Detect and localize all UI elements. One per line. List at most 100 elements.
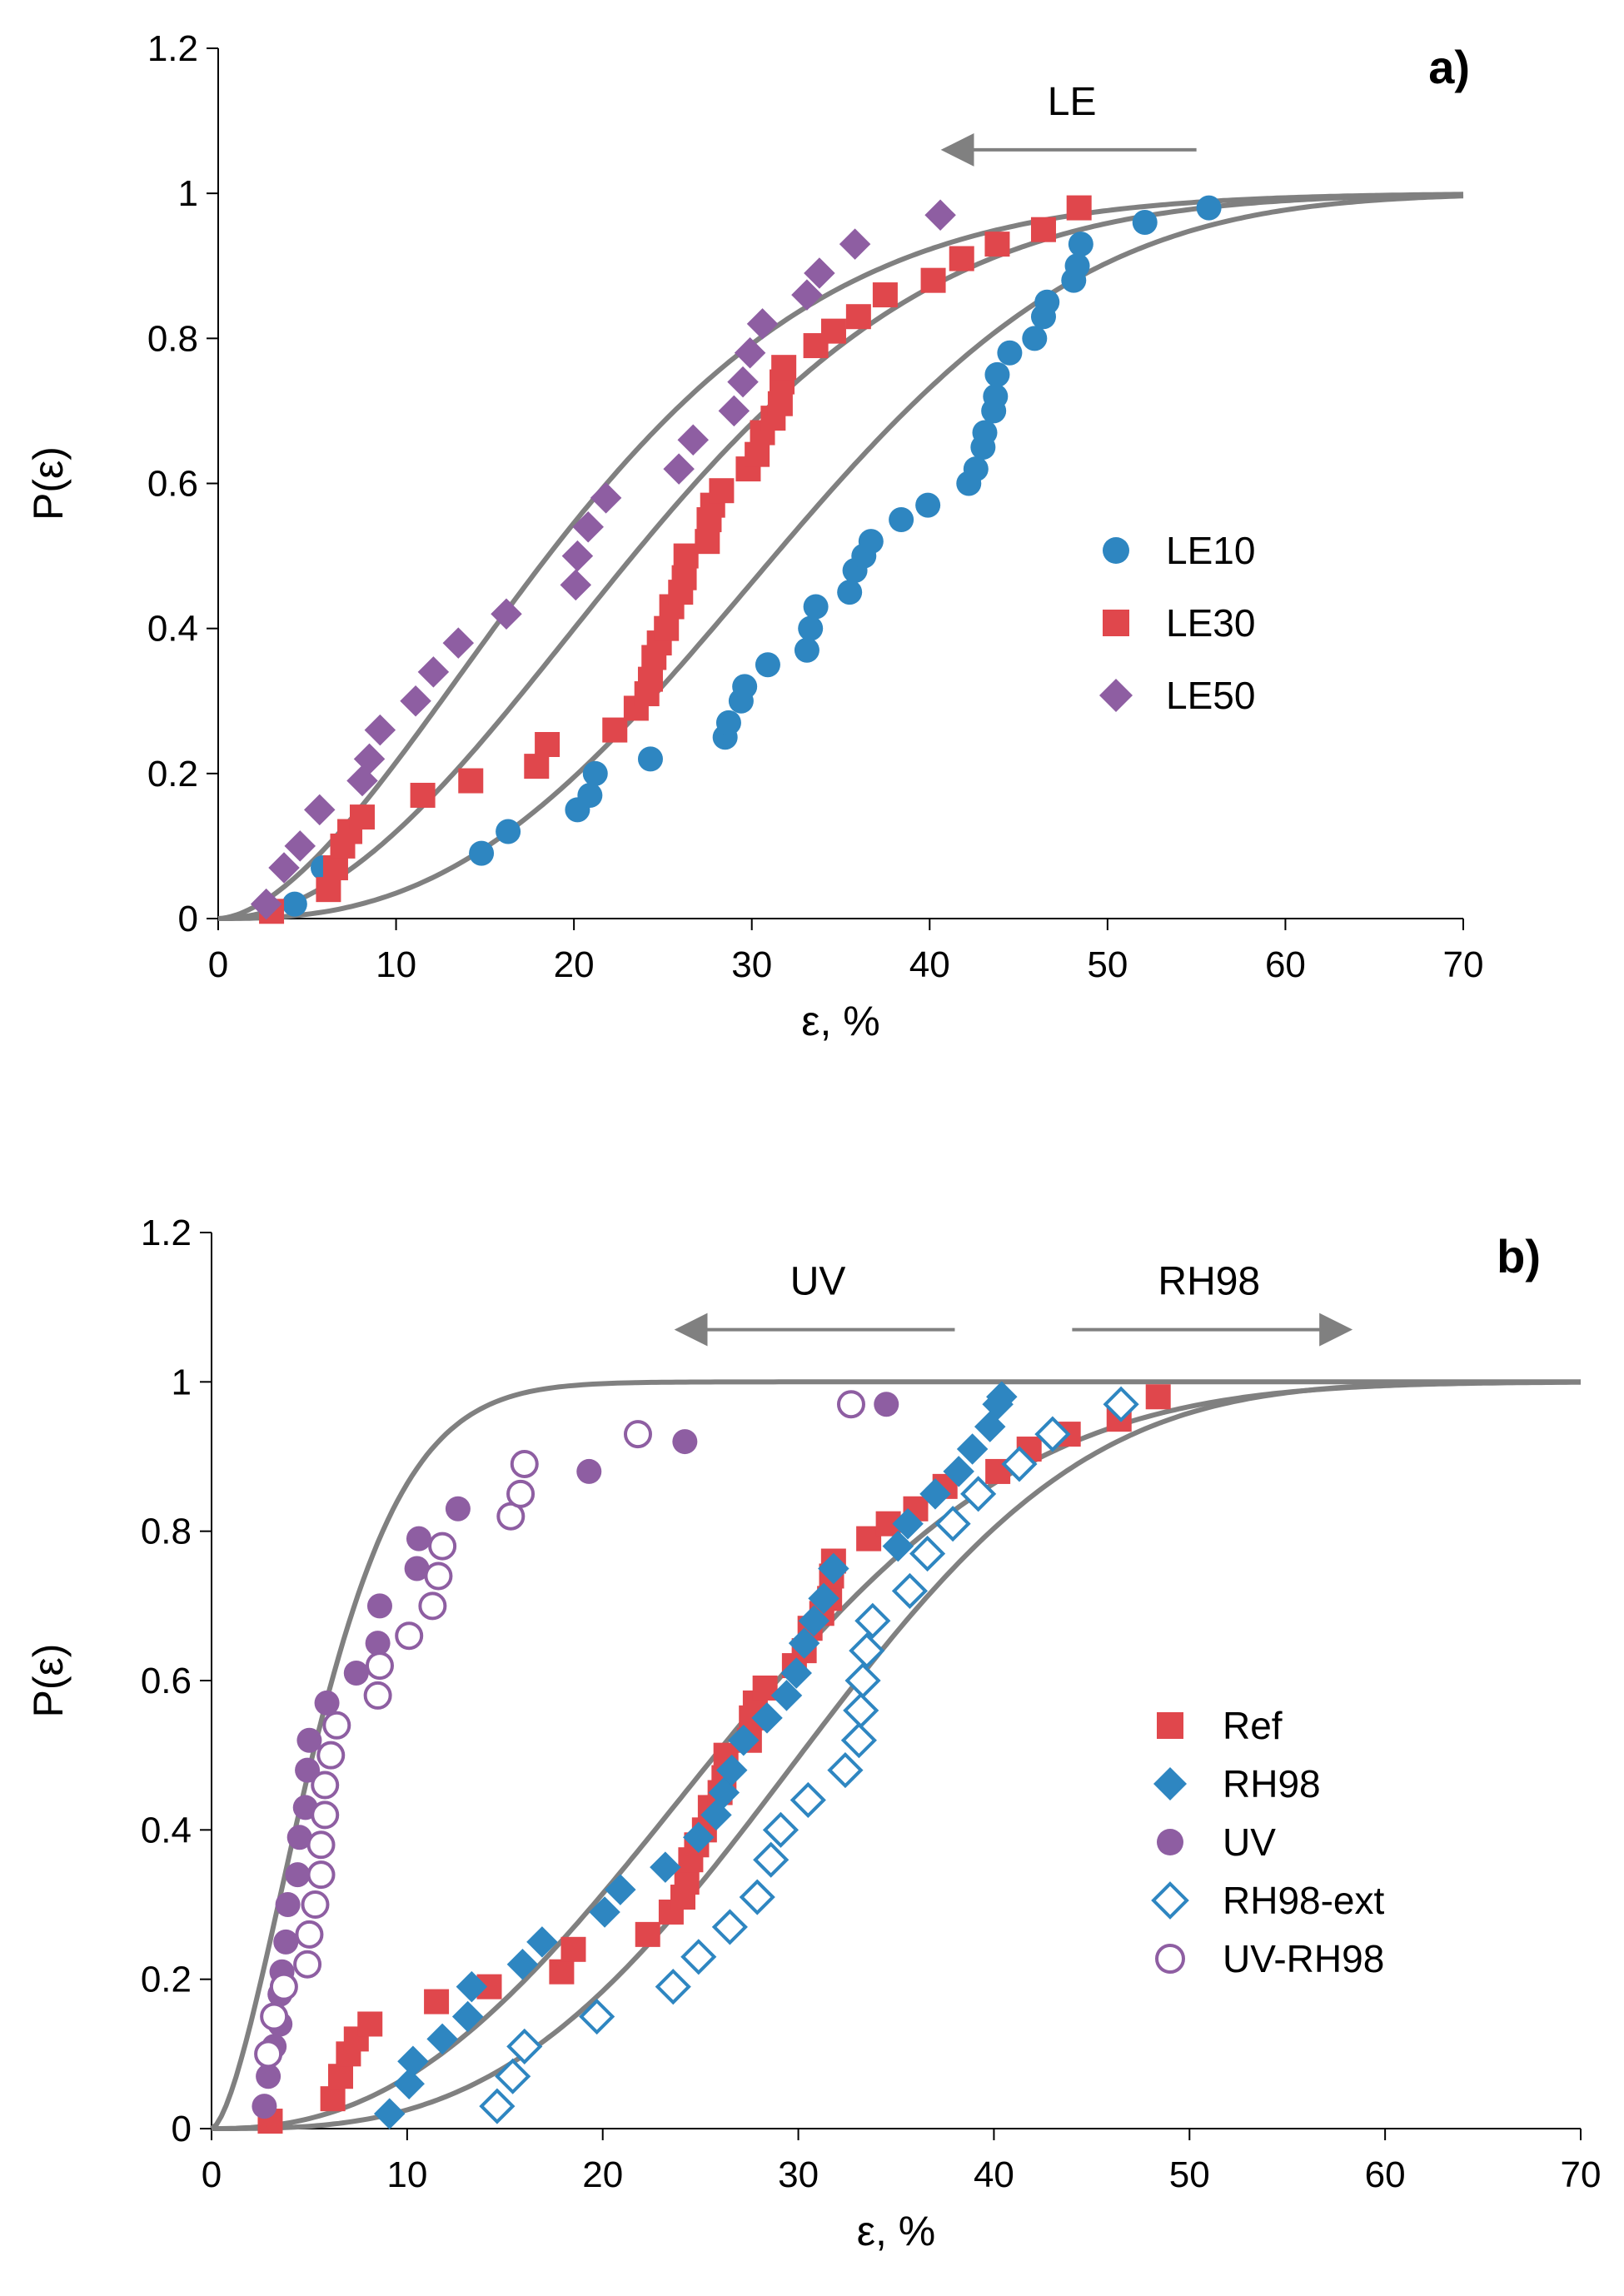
annotation-label: UV: [790, 1260, 846, 1304]
x-tick-label: 10: [386, 2154, 427, 2195]
data-point-UV-RH98: [395, 1621, 424, 1651]
x-tick-label: 40: [974, 2154, 1014, 2195]
data-point-UV: [256, 2064, 281, 2089]
x-tick-label: 0: [202, 2154, 222, 2195]
data-point-LE10: [972, 420, 998, 446]
fit-curve-UV: [210, 1379, 1581, 2131]
y-tick-label: 0: [172, 2109, 192, 2149]
x-tick-label: 20: [554, 944, 595, 985]
data-point-Ref: [549, 1959, 575, 1985]
data-point-UV: [874, 1392, 899, 1417]
data-point-LE10: [798, 615, 824, 641]
data-point-LE10: [858, 529, 884, 555]
data-point-UV-RH98: [295, 1920, 324, 1949]
data-point-RH98: [798, 1605, 830, 1637]
data-point-RH98: [770, 1680, 803, 1711]
data-point-RH98-ext: [680, 1939, 717, 1975]
data-point-RH98: [650, 1851, 681, 1883]
data-point-UV-RH98: [293, 1950, 322, 1979]
data-point-RH98: [605, 1874, 636, 1905]
x-tick-label: 50: [1087, 944, 1128, 985]
data-point-UV-RH98: [363, 1681, 392, 1710]
data-point-Ref: [635, 1921, 660, 1947]
data-point-LE30: [695, 529, 720, 555]
data-point-LE30: [349, 804, 375, 830]
data-point-LE50: [746, 308, 779, 340]
data-point-LE10: [281, 891, 307, 917]
x-tick-label: 20: [582, 2154, 623, 2195]
data-point-RH98: [456, 1970, 488, 2003]
data-point-UV: [404, 1556, 430, 1581]
y-tick-label: 0: [178, 899, 198, 939]
data-point-LE10: [837, 580, 863, 605]
panel-label: b): [1497, 1230, 1541, 1282]
x-tick-label: 40: [909, 944, 950, 985]
y-axis-label: P(ε): [25, 446, 72, 520]
data-point-UV: [445, 1496, 471, 1522]
data-point-LE30: [845, 304, 871, 330]
data-point-LE10: [1022, 326, 1048, 351]
data-point-RH98-ext: [1001, 1446, 1038, 1482]
data-point-UV: [286, 1825, 312, 1850]
x-tick-label: 30: [778, 2154, 819, 2195]
data-point-LE30: [709, 478, 735, 504]
data-point-RH98: [780, 1657, 812, 1689]
panel-a: 0 0.2 0.4 0.6 0.8 1 1.2 0 10 20 30 40 50 60 70 ε, % P(ε)…: [25, 28, 1483, 1044]
data-point-LE30: [767, 391, 793, 416]
data-point-LE10: [732, 674, 758, 700]
y-tick-label: 0.6: [147, 464, 198, 505]
data-point-LE50: [677, 424, 709, 456]
data-point-LE30: [771, 355, 797, 381]
data-point-RH98-ext: [849, 1632, 885, 1669]
data-point-RH98-ext: [934, 1506, 971, 1542]
y-tick-label: 0.8: [147, 318, 198, 359]
data-point-LE30: [872, 282, 898, 308]
data-point-Ref: [320, 2086, 346, 2112]
y-tick-label: 0.6: [141, 1661, 192, 1701]
x-axis-label: ε, %: [857, 2208, 936, 2254]
data-point-UV-RH98: [311, 1771, 340, 1800]
data-point-UV: [343, 1661, 369, 1686]
data-point-UV-RH98: [836, 1390, 865, 1419]
data-point-UV: [672, 1429, 698, 1455]
y-tick-label: 0.8: [141, 1512, 192, 1552]
data-point-RH98-ext: [479, 2088, 516, 2124]
data-point-LE30: [949, 246, 974, 271]
legend-marker-UV: [1157, 1829, 1183, 1855]
data-point-UV-RH98: [311, 1800, 340, 1830]
data-point-UV-RH98: [623, 1420, 652, 1449]
data-point-RH98-ext: [844, 1662, 881, 1699]
data-point-LE30: [920, 267, 946, 293]
x-tick-label: 60: [1365, 2154, 1406, 2195]
y-tick-label: 1: [178, 173, 198, 214]
data-point-LE30: [745, 441, 770, 467]
data-point-RH98-ext: [762, 1811, 800, 1848]
panel-b: 0 0.2 0.4 0.6 0.8 1 1.2 0 10 20 30 40 50 60 70 ε, % P(ε)…: [25, 1213, 1601, 2254]
data-point-LE10: [1196, 195, 1222, 221]
legend-marker-UV-RH98: [1155, 1944, 1185, 1974]
legend-marker-LE30: [1103, 610, 1129, 636]
data-point-RH98-ext: [827, 1752, 864, 1789]
data-point-UV: [406, 1526, 431, 1551]
data-point-LE10: [997, 340, 1023, 366]
y-tick-label: 0.2: [147, 754, 198, 794]
x-tick-label: 50: [1169, 2154, 1210, 2195]
data-point-LE30: [654, 615, 680, 641]
data-point-LE30: [524, 754, 550, 779]
data-point-RH98-ext: [506, 2028, 543, 2064]
data-point-LE10: [496, 819, 521, 844]
data-point-RH98-ext: [843, 1692, 879, 1729]
data-point-UV-RH98: [506, 1479, 536, 1508]
data-point-UV-RH98: [316, 1741, 346, 1770]
x-tick-label: 30: [731, 944, 772, 985]
data-point-RH98: [506, 1948, 539, 1980]
data-point-LE10: [1068, 232, 1093, 257]
data-point-Ref: [674, 1870, 700, 1895]
data-point-RH98: [943, 1456, 974, 1487]
data-point-RH98-ext: [891, 1572, 929, 1609]
legend-marker-LE10: [1103, 537, 1129, 564]
data-point-RH98-ext: [1103, 1386, 1139, 1422]
data-point-RH98: [683, 1821, 715, 1854]
y-axis-label: P(ε): [25, 1644, 72, 1718]
